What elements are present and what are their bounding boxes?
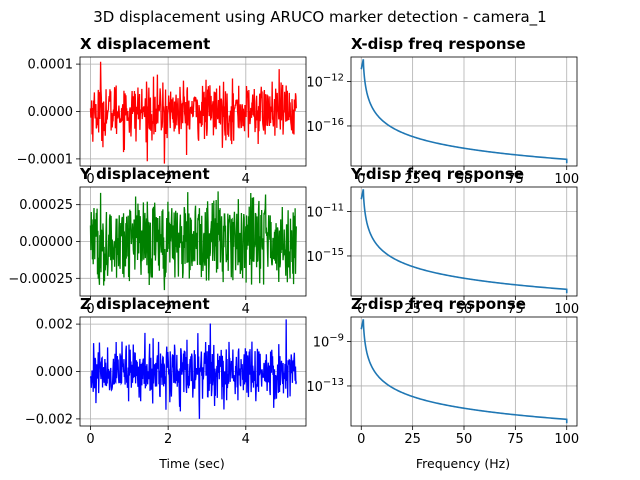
x-tick-label: 25 [404, 432, 421, 447]
subplot-title: Y-disp freq response [350, 165, 524, 183]
axes-frame [350, 316, 578, 427]
subplot-title: Y displacement [79, 165, 210, 183]
axes-frame [350, 186, 578, 297]
y-tick-label: 0.000 [36, 365, 73, 380]
subplot-title: X displacement [80, 35, 210, 53]
x-tick-label: 100 [554, 432, 579, 447]
x-tick-label: 50 [456, 172, 473, 187]
x-tick-label: 75 [507, 432, 524, 447]
y-tick-label: 0.0001 [28, 58, 74, 73]
x-tick-label: 50 [456, 432, 473, 447]
x-tick-label: 0 [86, 172, 94, 187]
response-line [360, 189, 568, 294]
figure-suptitle: 3D displacement using ARUCO marker detec… [93, 8, 546, 27]
y-tick-label: −0.00025 [8, 272, 73, 287]
axes-frame [79, 56, 307, 167]
x-tick-label: 25 [404, 172, 421, 187]
x-tick-label: 2 [164, 302, 172, 317]
x-tick-label: 0 [86, 302, 94, 317]
y-tick-label: 0.00025 [19, 198, 73, 213]
y-tick-label: 0.0000 [28, 105, 74, 120]
x-tick-label: 2 [164, 172, 172, 187]
x-tick-label: 0 [357, 172, 365, 187]
subplot-title: Z displacement [80, 295, 210, 313]
axes-frame [79, 316, 307, 427]
y-tick-label: 0.002 [36, 318, 73, 333]
x-tick-label: 0 [357, 302, 365, 317]
x-tick-label: 4 [242, 302, 250, 317]
y-tick-label: −0.0001 [17, 152, 73, 167]
x-tick-label: 4 [242, 432, 250, 447]
x-tick-label: 75 [507, 172, 524, 187]
x-tick-label: 2 [164, 432, 172, 447]
x-tick-label: 75 [507, 302, 524, 317]
axes-frame [350, 56, 578, 167]
x-tick-label: 100 [554, 302, 579, 317]
response-line [360, 319, 568, 424]
x-axis-label-frequency: Frequency (Hz) [416, 456, 510, 471]
x-tick-label: 100 [554, 172, 579, 187]
axes-frame [79, 186, 307, 297]
y-tick-label: −0.002 [25, 412, 73, 427]
x-tick-label: 0 [86, 432, 94, 447]
y-tick-label: 0.00000 [19, 235, 73, 250]
x-axis-label-time: Time (sec) [158, 456, 224, 471]
signal-line [89, 61, 297, 164]
signal-line [89, 191, 297, 291]
x-tick-label: 25 [404, 302, 421, 317]
signal-line [89, 319, 297, 419]
subplot-x-displacement: X displacement 0 2 4 0.0001 0.0000 −0.0001 [17, 35, 307, 187]
x-tick-label: 4 [242, 172, 250, 187]
response-line [360, 59, 568, 164]
x-tick-label: 0 [357, 432, 365, 447]
x-tick-label: 50 [456, 302, 473, 317]
subplot-title: Z-disp freq response [351, 295, 526, 313]
subplot-title: X-disp freq response [351, 35, 526, 53]
